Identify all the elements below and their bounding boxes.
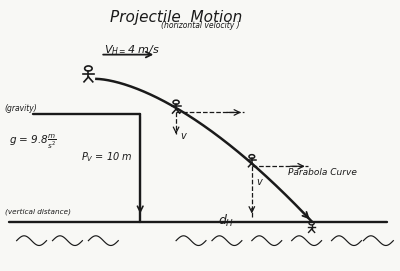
- Text: (vertical distance): (vertical distance): [5, 209, 71, 215]
- Text: g = 9.8$\frac{m}{s^2}$: g = 9.8$\frac{m}{s^2}$: [9, 133, 56, 151]
- Text: Projectile  Motion: Projectile Motion: [110, 10, 242, 25]
- Text: (gravity): (gravity): [5, 104, 38, 113]
- Text: $V_{H=}$4 m/s: $V_{H=}$4 m/s: [104, 43, 160, 57]
- Text: Parabola Curve: Parabola Curve: [288, 167, 356, 177]
- Text: (horizontal velocity ): (horizontal velocity ): [161, 21, 239, 30]
- Text: v: v: [180, 131, 186, 141]
- Text: v: v: [256, 177, 262, 187]
- Text: $P_V$ = 10 m: $P_V$ = 10 m: [81, 150, 132, 164]
- Text: $d_H$: $d_H$: [218, 212, 234, 228]
